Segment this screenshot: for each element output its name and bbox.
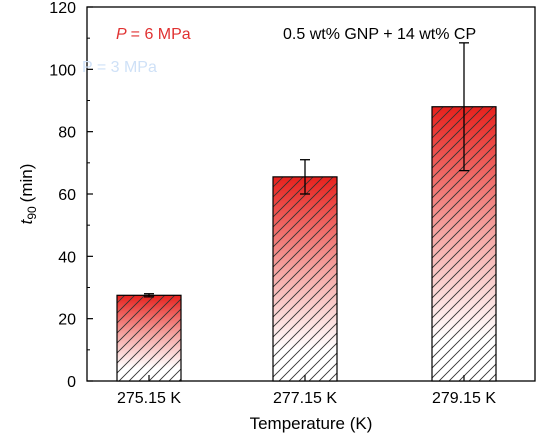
pressure-label: P = 6 MPa <box>116 26 191 43</box>
y-tick-label: 80 <box>58 125 76 142</box>
x-tick-label: 275.15 K <box>117 390 181 407</box>
composition-label: 0.5 wt% GNP + 14 wt% CP <box>283 26 476 43</box>
error-bar-2 <box>300 159 310 195</box>
y-axis: 0 20 40 60 80 100 120 <box>49 0 93 391</box>
error-bars <box>144 42 469 298</box>
x-axis-title: Temperature (K) <box>250 414 373 433</box>
y-tick-label: 120 <box>49 0 76 17</box>
y-axis-title-subscript: 90 <box>25 206 39 220</box>
x-axis: 275.15 K 277.15 K 279.15 K <box>117 375 496 407</box>
bar-1 <box>116 294 182 382</box>
error-bar-3 <box>459 42 469 172</box>
pressure-label-variable: P <box>116 26 127 43</box>
y-axis-title-unit: (min) <box>17 164 36 203</box>
y-axis-title-variable: t <box>17 218 36 224</box>
error-bar-1 <box>144 293 154 298</box>
y-axis-title: t90 (min) <box>17 164 39 225</box>
y-tick-label: 60 <box>58 187 76 204</box>
faded-pressure-label: P = 3 MPa <box>82 59 157 76</box>
bars <box>116 106 497 382</box>
y-tick-label: 100 <box>49 62 76 79</box>
x-tick-label: 277.15 K <box>273 390 337 407</box>
pressure-label-value: = 6 MPa <box>131 26 191 43</box>
bar-hatch <box>273 176 337 381</box>
y-tick-label: 0 <box>67 374 76 391</box>
bar-2 <box>272 176 338 382</box>
y-tick-label: 20 <box>58 312 76 329</box>
bar-hatch <box>117 295 181 381</box>
x-tick-label: 279.15 K <box>432 390 496 407</box>
y-tick-label: 40 <box>58 249 76 266</box>
